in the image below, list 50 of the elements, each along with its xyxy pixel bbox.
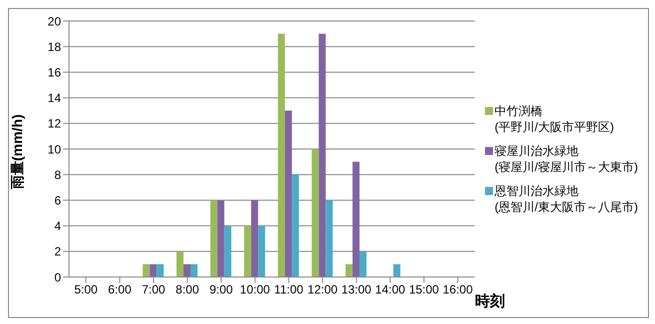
x-tick-label: 15:00 bbox=[408, 282, 440, 297]
y-tick-label: 16 bbox=[48, 65, 62, 80]
y-tick-label: 2 bbox=[54, 244, 62, 259]
x-tick-label: 14:00 bbox=[375, 282, 406, 297]
bar bbox=[318, 34, 326, 277]
bar bbox=[278, 34, 285, 277]
y-tick-label: 4 bbox=[54, 219, 62, 234]
bar bbox=[312, 149, 319, 277]
bar bbox=[156, 264, 164, 277]
x-tick-label: 13:00 bbox=[341, 282, 372, 297]
y-tick-label: 10 bbox=[48, 142, 62, 156]
x-tick-label: 11:00 bbox=[274, 282, 304, 297]
x-tick-label: 10:00 bbox=[240, 282, 270, 297]
x-tick-label: 6:00 bbox=[108, 282, 132, 297]
x-tick-label: 7:00 bbox=[142, 282, 166, 297]
legend-label: 中竹渕橋 (平野川/大阪市平野区) bbox=[494, 103, 614, 135]
y-tick-label: 14 bbox=[48, 91, 62, 106]
bar bbox=[217, 200, 224, 277]
x-tick-label: 5:00 bbox=[74, 282, 98, 297]
y-axis-title: 雨量(mm/h) bbox=[8, 114, 25, 190]
bar bbox=[360, 251, 367, 277]
y-tick-label: 0 bbox=[54, 270, 62, 284]
bar bbox=[292, 174, 299, 277]
bar bbox=[284, 110, 292, 277]
x-tick-label: 9:00 bbox=[209, 282, 234, 297]
bar bbox=[393, 264, 400, 277]
bar bbox=[224, 226, 232, 277]
legend-label: 寝屋川治水緑地 (寝屋川/寝屋川市～大東市) bbox=[494, 143, 638, 175]
legend-label: 恩智川治水緑地 (恩智川/東大阪市～八尾市) bbox=[494, 183, 638, 215]
x-tick-label: 12:00 bbox=[308, 282, 338, 297]
bar bbox=[346, 264, 353, 277]
bar bbox=[244, 226, 252, 277]
bar bbox=[258, 226, 266, 277]
bar bbox=[352, 162, 360, 277]
bar bbox=[210, 200, 218, 277]
bar bbox=[190, 264, 198, 277]
bar bbox=[142, 264, 150, 277]
bar bbox=[326, 200, 333, 277]
bar bbox=[184, 264, 191, 277]
x-axis-title: 時刻 bbox=[475, 292, 505, 311]
x-tick-label: 16:00 bbox=[442, 282, 474, 297]
y-tick-label: 6 bbox=[54, 193, 62, 208]
y-tick-label: 20 bbox=[48, 14, 62, 28]
x-tick-label: 8:00 bbox=[176, 282, 200, 297]
y-tick-label: 8 bbox=[54, 168, 62, 182]
bar bbox=[251, 200, 258, 277]
y-tick-label: 18 bbox=[48, 40, 62, 54]
y-tick-label: 12 bbox=[48, 116, 62, 131]
bar bbox=[150, 264, 157, 277]
bar bbox=[176, 251, 184, 277]
